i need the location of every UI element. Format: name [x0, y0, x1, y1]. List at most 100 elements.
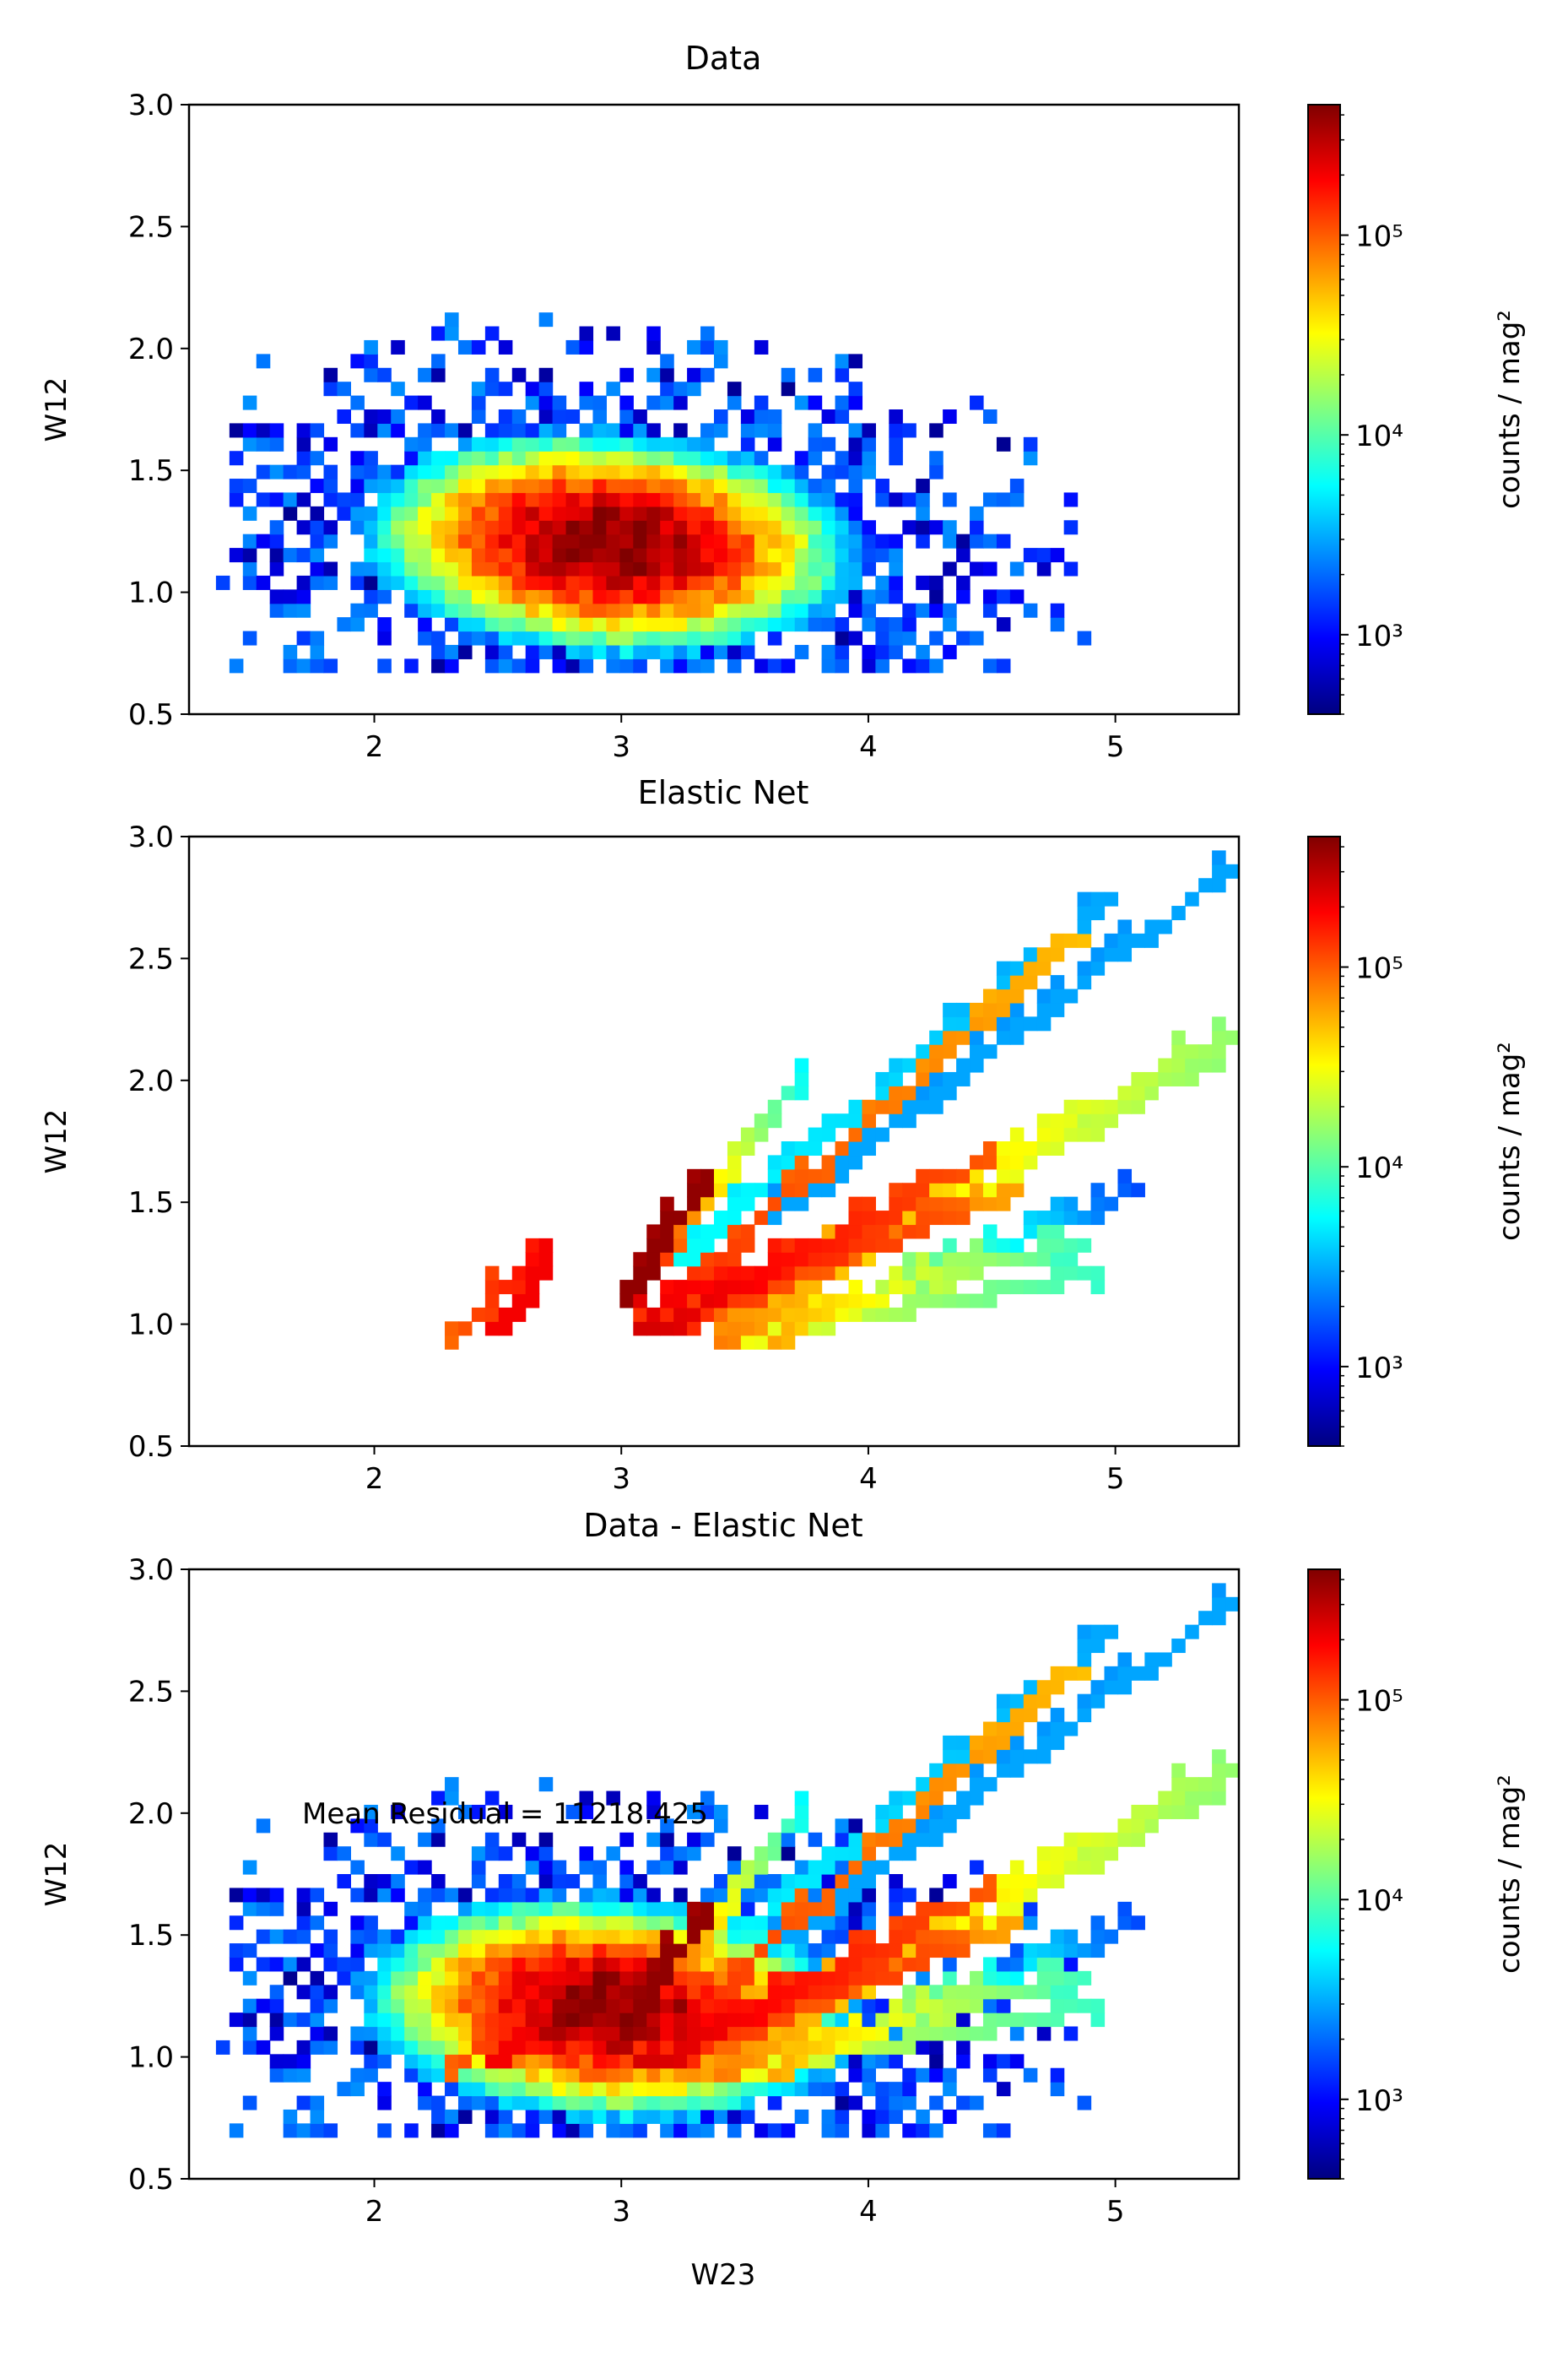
heatmap-cell	[740, 589, 755, 604]
heatmap-cell	[565, 339, 581, 355]
heatmap-cell	[781, 2054, 796, 2069]
heatmap-cell	[404, 520, 419, 535]
heatmap-cell	[781, 534, 796, 549]
heatmap-cell	[1009, 1016, 1025, 1032]
heatmap-cell	[727, 1141, 742, 1157]
heatmap-cell	[1104, 1666, 1119, 1681]
heatmap-cell	[337, 492, 351, 507]
heatmap-cell	[1023, 1141, 1038, 1157]
heatmap-cell	[862, 589, 876, 604]
heatmap-cell	[525, 1252, 540, 1267]
heatmap-cell	[902, 1957, 916, 1972]
heatmap-cell	[740, 1141, 755, 1157]
heatmap-cell	[794, 1183, 809, 1198]
heatmap-cell	[404, 2013, 419, 2028]
heatmap-cell	[283, 506, 298, 521]
heatmap-cell	[229, 548, 244, 563]
y-tick-label: 0.5	[128, 2163, 174, 2197]
heatmap-cell	[592, 2054, 608, 2069]
heatmap-cell	[445, 1321, 459, 1336]
heatmap-cell	[256, 354, 271, 369]
heatmap-cell	[296, 548, 311, 563]
heatmap-cell	[943, 1071, 957, 1086]
heatmap-cell	[875, 631, 889, 646]
heatmap-cell	[323, 436, 338, 452]
heatmap-cell	[673, 1998, 688, 2013]
heatmap-cell	[781, 617, 796, 632]
heatmap-cell	[364, 1998, 378, 2013]
heatmap-cell	[498, 520, 513, 535]
heatmap-cell	[835, 1141, 850, 1157]
heatmap-cell	[727, 2026, 742, 2041]
heatmap-cell	[592, 589, 608, 604]
heatmap-cell	[511, 548, 527, 563]
heatmap-cell	[875, 1957, 889, 1972]
heatmap-cell	[1009, 1252, 1025, 1267]
heatmap-cell	[835, 1957, 850, 1972]
heatmap-cell	[606, 382, 620, 397]
heatmap-cell	[242, 561, 257, 577]
heatmap-cell	[525, 561, 540, 577]
heatmap-cell	[619, 658, 634, 674]
heatmap-cell	[808, 1252, 823, 1267]
heatmap-cell	[875, 1224, 889, 1239]
heatmap-cell	[552, 409, 567, 425]
heatmap-cell	[592, 506, 608, 521]
heatmap-cell	[350, 1970, 365, 1985]
heatmap-cell	[727, 1265, 742, 1281]
heatmap-cell	[1090, 1624, 1106, 1639]
heatmap-cell	[1090, 1127, 1106, 1142]
heatmap-cell	[660, 1846, 674, 1861]
heatmap-cell	[660, 1196, 674, 1211]
heatmap-cell	[579, 2123, 594, 2138]
heatmap-cell	[457, 1901, 473, 1916]
heatmap-cell	[808, 1888, 823, 1903]
heatmap-cell	[229, 658, 244, 674]
heatmap-cell	[956, 2040, 971, 2055]
heatmap-cell	[781, 2067, 796, 2083]
heatmap-cell	[808, 1901, 823, 1916]
heatmap-cell	[391, 382, 405, 397]
heatmap-cell	[970, 520, 984, 535]
heatmap-cell	[606, 1790, 620, 1806]
heatmap-cell	[929, 1211, 944, 1226]
heatmap-cell	[754, 409, 769, 425]
heatmap-cell	[982, 1970, 998, 1985]
heatmap-cell	[1090, 1211, 1106, 1226]
heatmap-cell	[767, 1168, 782, 1184]
heatmap-cell	[552, 1985, 567, 2000]
heatmap-cell	[700, 631, 715, 646]
heatmap-cell	[996, 1252, 1011, 1267]
heatmap-cell	[673, 1970, 688, 1985]
heatmap-cell	[418, 1901, 432, 1916]
heatmap-cell	[970, 2026, 984, 2041]
heatmap-cell	[364, 354, 378, 369]
heatmap-cell	[431, 658, 446, 674]
heatmap-cell	[323, 1832, 338, 1847]
heatmap-cell	[323, 492, 338, 507]
heatmap-cell	[781, 1943, 796, 1958]
heatmap-cell	[956, 2026, 971, 2041]
heatmap-cell	[982, 1735, 998, 1750]
heatmap-cell	[283, 589, 298, 604]
heatmap-cell	[1050, 1680, 1065, 1695]
heatmap-cell	[929, 589, 944, 604]
heatmap-cell	[445, 561, 459, 577]
heatmap-cell	[808, 1307, 823, 1322]
y-tick-label: 2.0	[128, 333, 174, 366]
heatmap-cell	[956, 534, 971, 549]
heatmap-cell	[862, 548, 876, 563]
heatmap-cell	[418, 2013, 432, 2028]
heatmap-cell	[889, 1099, 903, 1114]
heatmap-cell	[982, 492, 998, 507]
heatmap-cell	[457, 534, 473, 549]
heatmap-cell	[889, 1874, 903, 1889]
heatmap-cell	[1009, 1957, 1025, 1972]
heatmap-cell	[835, 589, 850, 604]
heatmap-cell	[391, 1998, 405, 2013]
heatmap-cell	[794, 603, 809, 618]
heatmap-cell	[821, 2067, 836, 2083]
colorbar-tick-label: 10⁴	[1355, 1151, 1403, 1185]
heatmap-cell	[498, 575, 513, 590]
heatmap-cell	[606, 2095, 620, 2110]
